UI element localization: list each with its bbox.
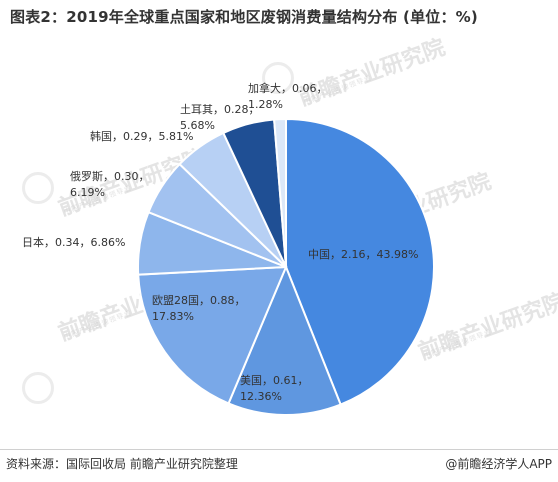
chart-title: 图表2：2019年全球重点国家和地区废钢消费量结构分布 (单位：%) [10,8,478,26]
pie-slice [227,264,342,416]
data-label: 加拿大，0.06， [248,81,328,95]
source-note: 资料来源：国际回收局 前瞻产业研究院整理 [6,457,238,471]
data-label: 土耳其，0.28， [180,103,260,116]
pie-slice [137,265,288,405]
data-label: 6.19% [70,186,105,199]
watermark-logo [22,172,54,204]
data-label: 俄罗斯，0.30， [70,170,150,183]
data-label: 12.36% [240,390,282,403]
credit-note: @前瞻经济学人APP [445,457,552,471]
data-label: 中国，2.16，43.98% [308,248,418,261]
footer-divider [0,449,558,450]
pie-chart: 中国，2.16，43.98% 美国，0.61， 12.36% 欧盟28国，0.88， 1… [22,81,435,416]
data-label: 美国，0.61， [240,374,309,387]
data-label: 欧盟28国，0.88， [152,294,246,307]
data-label: 1.28% [248,98,283,111]
data-label: 5.68% [180,119,215,132]
data-label: 韩国，0.29，5.81% [90,129,193,143]
pie-slice [285,117,435,406]
pie-slice [273,117,287,268]
data-label: 日本，0.34，6.86% [22,235,125,249]
data-label: 17.83% [152,310,194,323]
watermark-logo [22,372,54,404]
watermark-logo [262,62,294,94]
